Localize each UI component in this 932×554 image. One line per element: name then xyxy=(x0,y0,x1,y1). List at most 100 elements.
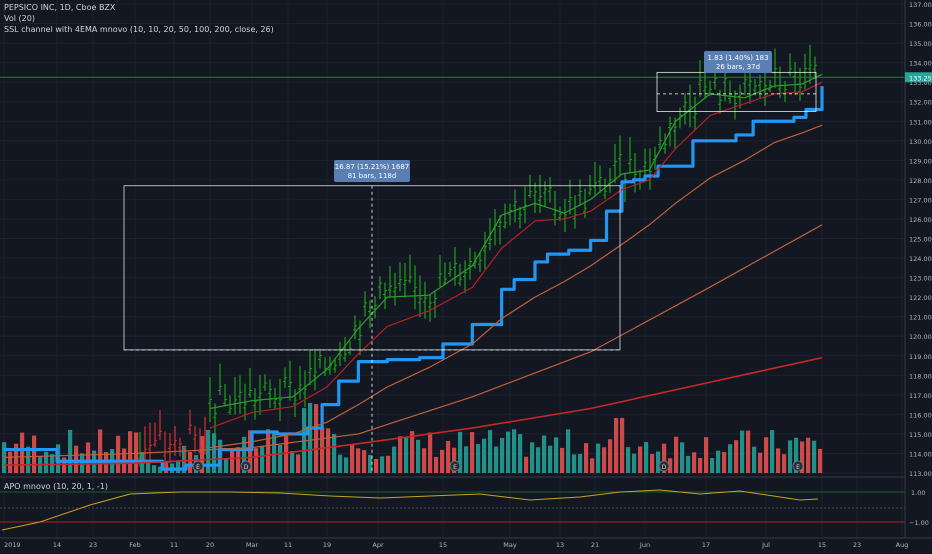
series-line-ema-100 xyxy=(3,224,823,458)
volume-bar xyxy=(434,456,439,473)
volume-bar xyxy=(398,436,403,473)
price-tick-label: 136.00 xyxy=(909,21,932,29)
price-tick-label: 137.00 xyxy=(909,1,932,9)
volume-bar xyxy=(692,452,697,473)
volume-bar xyxy=(716,450,721,473)
event-marker xyxy=(792,460,804,472)
volume-bar xyxy=(554,437,559,473)
volume-bar xyxy=(686,455,691,473)
volume-bar xyxy=(146,460,151,473)
volume-bar xyxy=(638,446,643,473)
measure-label-box xyxy=(334,160,410,182)
event-marker xyxy=(658,460,670,472)
volume-bar xyxy=(176,460,181,473)
current-price-tag xyxy=(905,72,932,83)
volume-bar xyxy=(632,453,637,473)
volume-bar xyxy=(62,457,67,473)
series-line-ema-200 xyxy=(3,356,823,466)
price-tick-label: 115.00 xyxy=(909,431,932,439)
volume-bar xyxy=(200,436,205,473)
volume-bar xyxy=(728,444,733,473)
time-tick-label: Jul xyxy=(761,541,770,549)
volume-bar xyxy=(644,441,649,473)
volume-bar xyxy=(314,404,319,473)
volume-bar xyxy=(500,437,505,473)
volume-bar xyxy=(596,443,601,473)
price-tick-label: 127.00 xyxy=(909,196,932,204)
volume-bar xyxy=(518,434,523,473)
volume-bar xyxy=(296,454,301,473)
price-tick-label: 125.00 xyxy=(909,236,932,244)
time-tick-label: Aug xyxy=(896,541,909,549)
volume-bar xyxy=(608,439,613,473)
time-tick-label: 13 xyxy=(556,541,564,549)
event-marker xyxy=(240,460,252,472)
volume-bar xyxy=(428,432,433,473)
price-bars xyxy=(138,44,817,470)
event-label: D xyxy=(244,464,249,471)
volume-bar xyxy=(482,438,487,473)
price-axis-bg xyxy=(905,0,932,538)
measure-label-text: 1.83 (1.40%) 183 xyxy=(707,54,768,62)
measure-label-text: 16.87 (15.21%) 1687 xyxy=(335,163,409,171)
volume-bar xyxy=(272,432,277,473)
volume-bar xyxy=(254,448,259,473)
volume-bar xyxy=(494,446,499,473)
volume-bar xyxy=(26,446,31,473)
volume-bar xyxy=(752,446,757,473)
volume-bar xyxy=(746,430,751,473)
volume-bar xyxy=(488,429,493,473)
current-price-label: 133.25 xyxy=(909,74,932,82)
volume-bar xyxy=(578,453,583,473)
volume-bar xyxy=(14,443,19,473)
volume-bar xyxy=(248,430,253,473)
volume-bar xyxy=(704,437,709,473)
volume-bar xyxy=(788,440,793,473)
price-tick-label: 132.00 xyxy=(909,99,932,107)
time-tick-label: 23 xyxy=(853,541,861,549)
volume-bar xyxy=(374,458,379,473)
apo-pane xyxy=(0,489,905,531)
volume-bar xyxy=(32,435,37,473)
symbol-title: PEPSICO INC, 1D, Cboe BZX xyxy=(4,3,116,12)
series-line-ema-20 xyxy=(209,81,823,429)
volume-bar xyxy=(806,437,811,473)
grid xyxy=(0,0,905,538)
volume-bar xyxy=(662,443,667,473)
volume-bar xyxy=(602,447,607,473)
time-tick-label: 19 xyxy=(323,541,331,549)
volume-bar xyxy=(770,430,775,473)
price-tick-label: 121.00 xyxy=(909,314,932,322)
volume-bar xyxy=(350,444,355,473)
volume-bar xyxy=(698,458,703,473)
volume-bar xyxy=(458,431,463,473)
time-tick-label: 2019 xyxy=(4,541,21,549)
volume-bar xyxy=(410,431,415,473)
volume-bar xyxy=(362,450,367,473)
volume-bar xyxy=(476,444,481,473)
volume-bar xyxy=(794,437,799,473)
volume-bar xyxy=(404,436,409,473)
volume-bar xyxy=(506,431,511,473)
apo-legend: APO mnovo (10, 20, 1, -1) xyxy=(4,482,108,491)
price-tick-label: 123.00 xyxy=(909,275,932,283)
volume-bar xyxy=(584,443,589,473)
volume-bar xyxy=(50,454,55,473)
volume-bar xyxy=(158,466,163,473)
volume-bar xyxy=(128,431,133,473)
volume-bar xyxy=(386,455,391,473)
series-line-ema-10 xyxy=(209,73,823,410)
volume-bar xyxy=(590,458,595,473)
volume-bar xyxy=(152,465,157,473)
measure-label-sub: 81 bars, 118d xyxy=(348,172,397,180)
time-tick-label: 17 xyxy=(702,541,710,549)
volume-bar xyxy=(668,458,673,473)
volume-bar xyxy=(164,461,169,473)
price-tick-label: 129.00 xyxy=(909,157,932,165)
volume-bar xyxy=(368,454,373,473)
volume-bar xyxy=(422,448,427,473)
